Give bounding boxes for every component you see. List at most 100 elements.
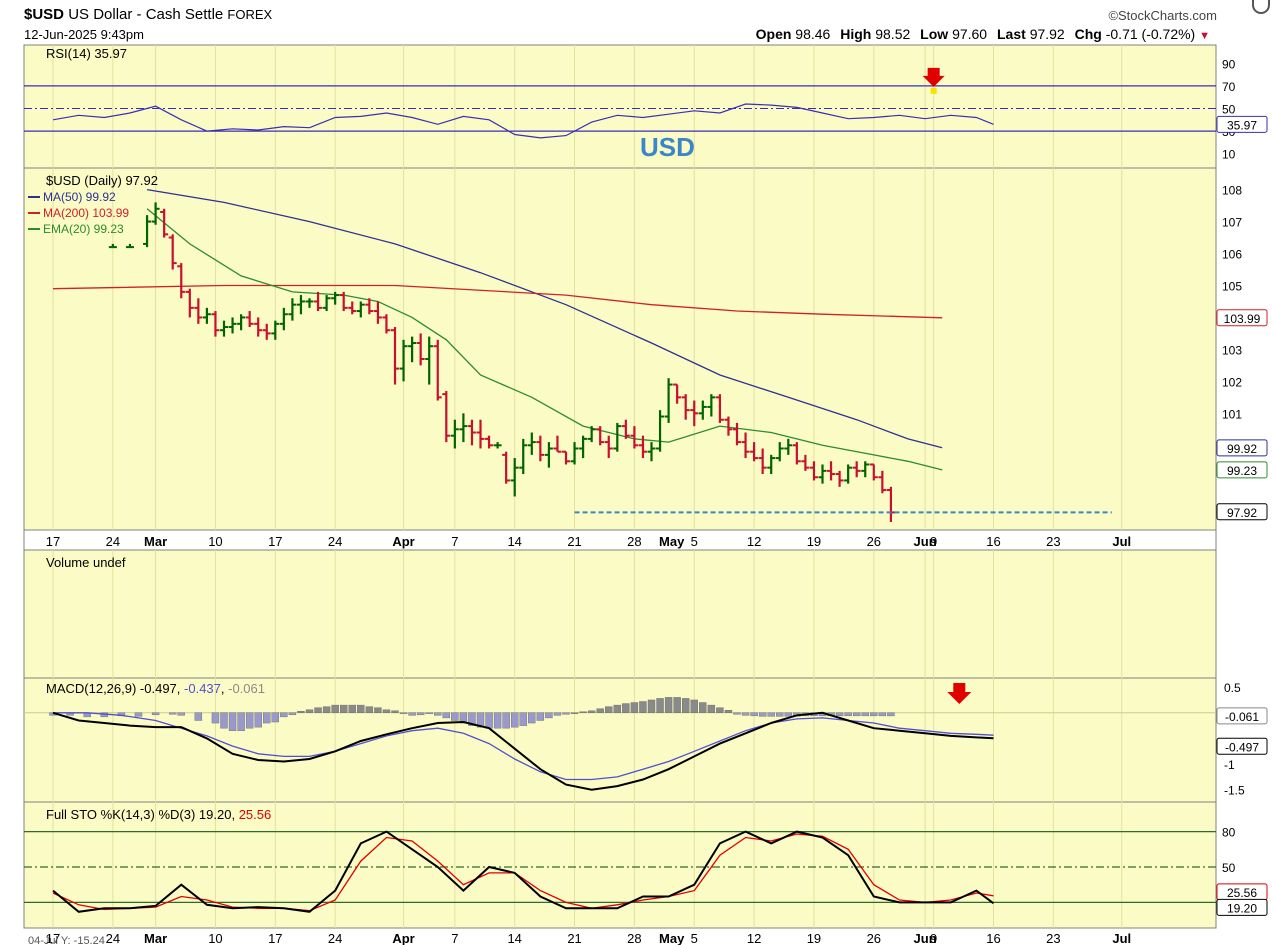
price-last-value: 97.92 [1227, 506, 1257, 520]
x-tick-label: Apr [392, 534, 414, 549]
header-datetime: 12-Jun-2025 9:43pm [24, 27, 144, 42]
macd-histogram-bar [271, 712, 279, 723]
price-line-ema20 [146, 208, 943, 471]
macd-histogram-bar [870, 712, 878, 717]
macd-histogram-bar [587, 710, 596, 713]
ema20-legend: EMA(20) 99.23 [43, 222, 124, 236]
x-tick-label-bottom: Apr [392, 931, 414, 945]
x-tick-label: 19 [807, 534, 821, 549]
x-tick-label: 24 [106, 534, 120, 549]
x-tick-label: 9 [930, 534, 937, 549]
macd-histogram-bar [288, 712, 297, 716]
x-tick-label: 24 [328, 534, 342, 549]
macd-histogram-bar [716, 707, 724, 713]
source-watermark: ©StockCharts.com [1108, 8, 1217, 23]
price-tick-label: 106 [1222, 248, 1242, 262]
x-tick-label: 17 [46, 534, 60, 549]
macd-histogram-bar [340, 704, 348, 713]
sto-k-last-value: 19.20 [1227, 901, 1257, 915]
macd-histogram-bar [750, 712, 758, 717]
macd-histogram-bar [707, 704, 716, 713]
high-label: High [840, 26, 872, 42]
x-tick-label: Jul [1112, 534, 1131, 549]
macd-histogram-bar [724, 710, 733, 713]
x-tick-label-bottom: 7 [451, 931, 458, 945]
rsi-tick-label: 90 [1222, 57, 1236, 71]
macd-tick-label: 0.5 [1224, 681, 1241, 695]
macd-histogram-bar [605, 706, 613, 713]
sto-legend-sep: , [231, 807, 238, 822]
macd-histogram-bar [194, 712, 203, 721]
price-last-value: 99.23 [1227, 464, 1257, 478]
macd-legend-hist: -0.061 [228, 681, 265, 696]
price-last-value: 103.99 [1224, 312, 1261, 326]
price-tick-label: 105 [1222, 279, 1242, 293]
macd-histogram-bar [416, 712, 425, 716]
sto-tick-label: 50 [1222, 861, 1236, 875]
macd-hist-last-value: -0.061 [1225, 710, 1259, 724]
macd-legend-title: MACD(12,26,9) [46, 681, 140, 696]
macd-legend-sep2: , [221, 681, 228, 696]
macd-histogram-bar [887, 712, 895, 717]
sto-d-last-value: 25.56 [1227, 886, 1257, 900]
date-axis-band [23, 529, 1217, 551]
macd-histogram-bar [630, 702, 639, 713]
macd-histogram-bar [468, 712, 476, 726]
last-value: 97.92 [1029, 26, 1065, 42]
rsi-panel [23, 44, 1217, 169]
macd-hist-last-value-box [1216, 707, 1268, 725]
x-tick-label: 21 [567, 534, 581, 549]
macd-histogram-bar [425, 712, 433, 715]
x-tick-label-bottom: 9 [930, 931, 937, 945]
rsi-tick-label: 10 [1222, 148, 1236, 162]
ma50-legend: MA(50) 99.92 [43, 190, 116, 204]
price-last-value-box [1216, 309, 1268, 327]
usd-annotation: USD [640, 132, 695, 162]
macd-histogram-bar [451, 712, 459, 721]
macd-histogram-bar [767, 712, 775, 717]
macd-histogram-bar [528, 712, 536, 724]
x-tick-label: 12 [747, 534, 761, 549]
macd-histogram-bar [878, 712, 887, 717]
last-label: Last [997, 26, 1026, 42]
x-tick-label-bottom: 28 [627, 931, 641, 945]
ma200-legend: MA(200) 103.99 [43, 206, 129, 220]
price-last-value-box [1216, 503, 1268, 521]
x-tick-label-bottom: Jul [1112, 931, 1131, 945]
price-last-value-box [1216, 461, 1268, 479]
rsi-line [52, 103, 994, 139]
macd-histogram-bar [399, 712, 408, 715]
price-tick-label: 107 [1222, 216, 1242, 230]
macd-histogram-bar [391, 710, 399, 713]
price-tick-label: 103 [1222, 343, 1242, 357]
price-line-ma50 [146, 188, 943, 449]
x-tick-label: 10 [208, 534, 222, 549]
close-icon[interactable] [1252, 0, 1270, 14]
header-name: US Dollar - Cash Settle [68, 6, 224, 23]
macd-histogram-bar [853, 712, 861, 717]
x-tick-label-bottom: 23 [1046, 931, 1060, 945]
macd-histogram-bar [297, 711, 305, 713]
price-last-value-box [1216, 439, 1268, 457]
macd-histogram-bar [442, 712, 450, 719]
low-label: Low [920, 26, 949, 42]
header-symbol-line: $USD US Dollar - Cash Settle FOREX [24, 6, 272, 23]
macd-histogram-bar [348, 704, 356, 713]
x-tick-label: 5 [691, 534, 698, 549]
x-tick-label: 26 [867, 534, 881, 549]
rsi-down-arrow-icon [922, 67, 945, 87]
macd-line [52, 711, 994, 791]
sto-legend: Full STO %K(14,3) %D(3) 19.20, 25.56 [46, 807, 271, 822]
macd-histogram-bar [151, 712, 160, 716]
macd-histogram-bar [220, 712, 228, 729]
x-tick-label-bottom: 17 [268, 931, 282, 945]
macd-histogram-bar [562, 712, 570, 715]
macd-histogram-bar [211, 712, 220, 724]
rsi-last-value: 35.97 [1227, 118, 1257, 132]
x-tick-label-bottom: Mar [144, 931, 167, 945]
macd-histogram-bar [536, 712, 545, 721]
x-tick-label-bottom: 24 [106, 931, 120, 945]
macd-histogram-bar [776, 712, 784, 717]
rsi-last-value-box [1216, 115, 1268, 133]
macd-histogram-bar [758, 712, 767, 717]
